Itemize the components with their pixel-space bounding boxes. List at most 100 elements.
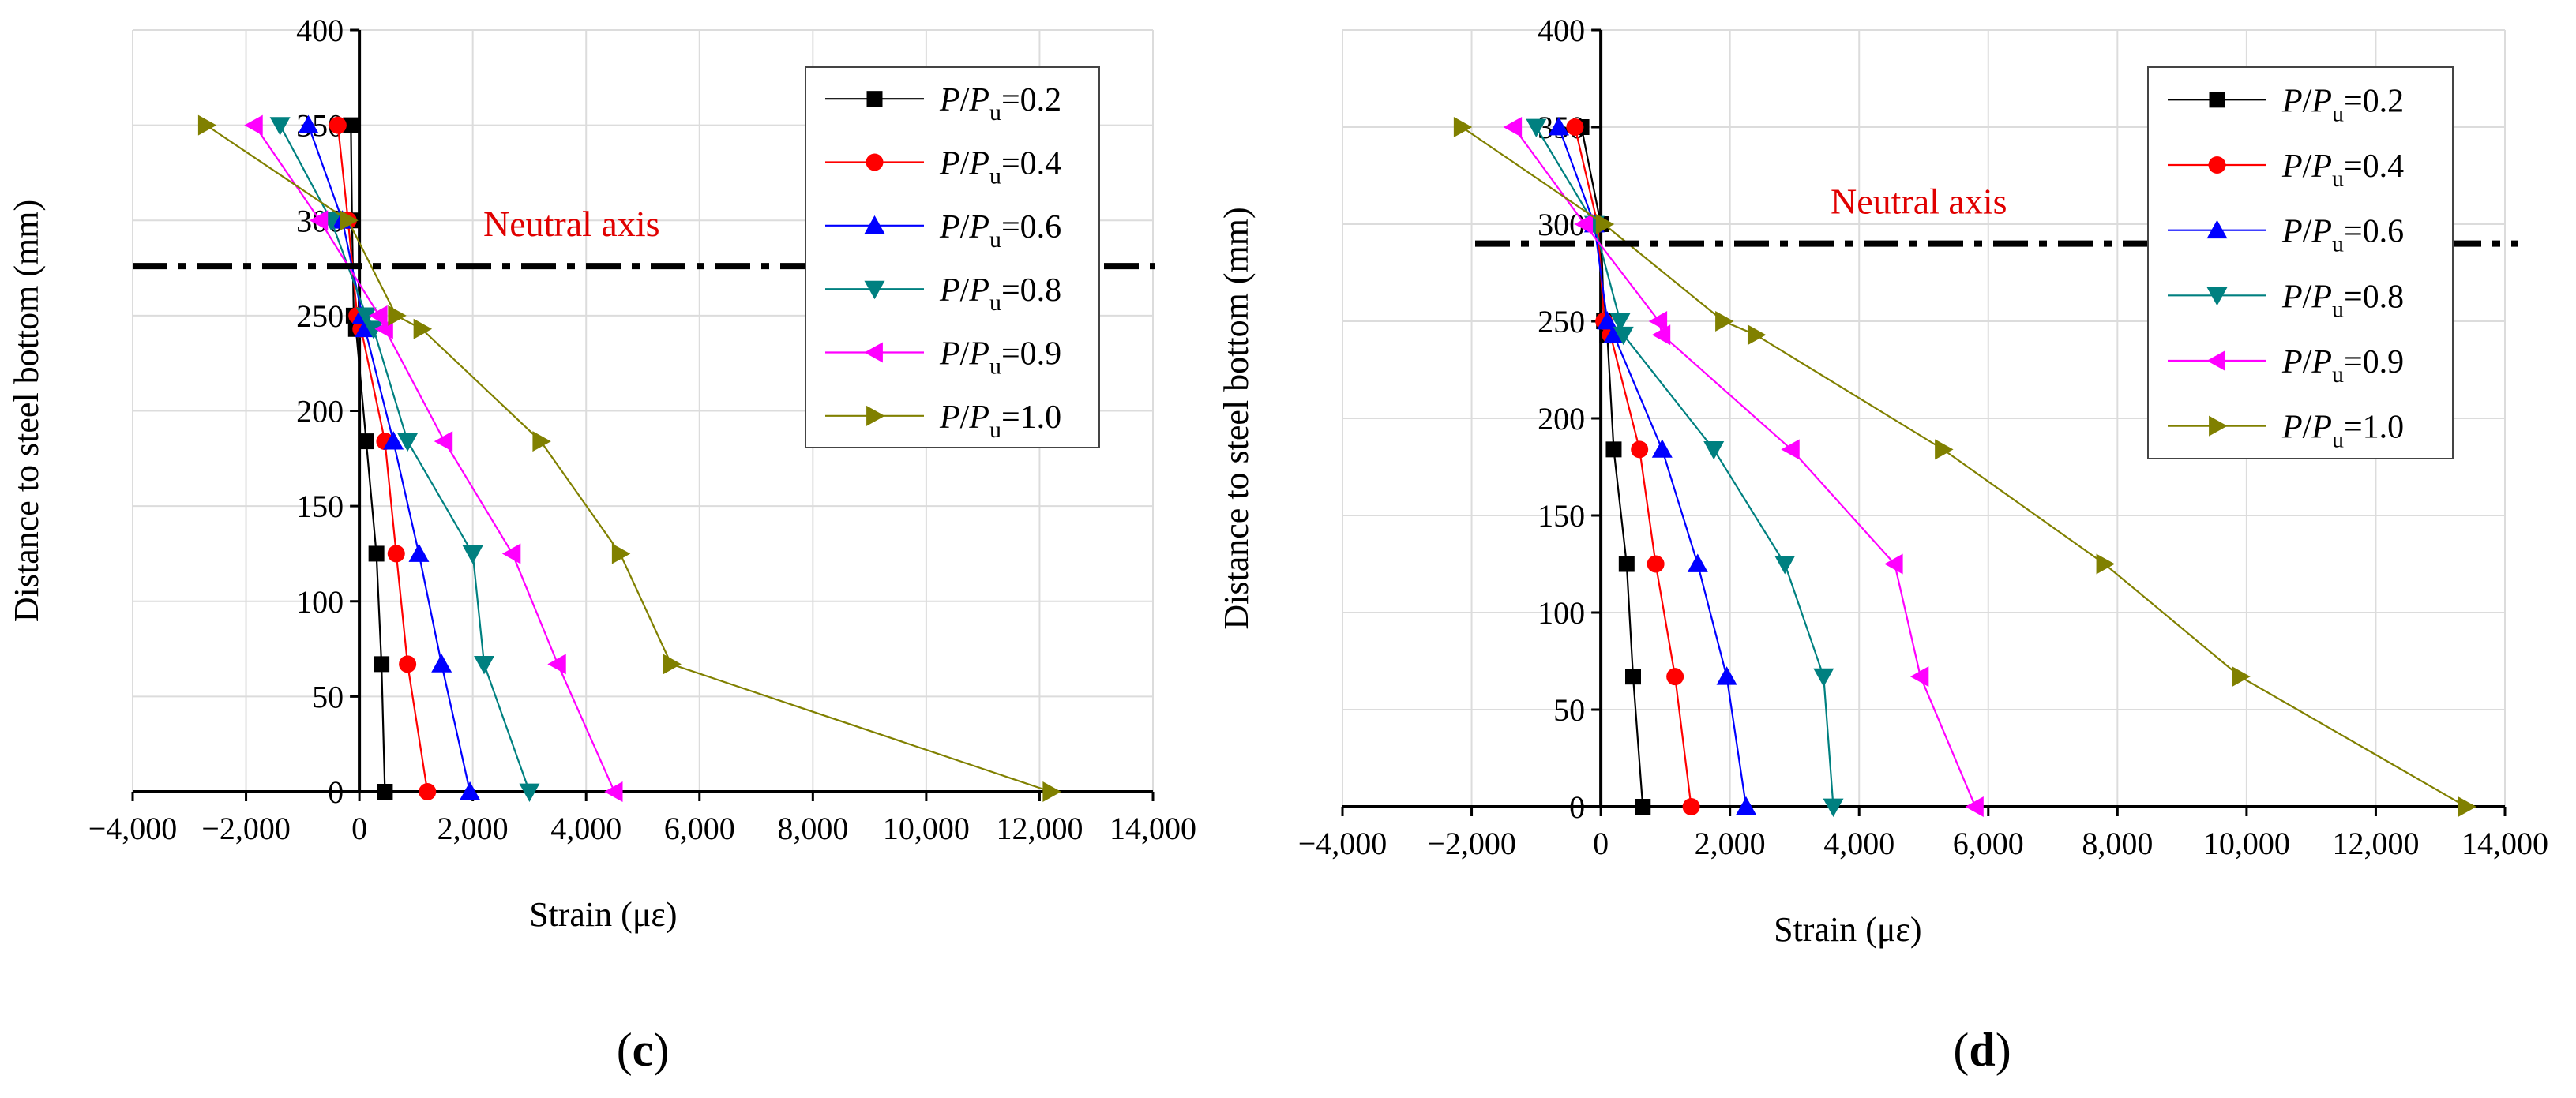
data-point bbox=[1603, 324, 1624, 343]
legend-label-slash: / bbox=[960, 209, 970, 245]
legend-label: P/Pu=1.0 bbox=[939, 399, 1061, 443]
data-point bbox=[1635, 799, 1651, 815]
legend-label-value: =1.0 bbox=[1001, 399, 1061, 436]
legend-box bbox=[805, 66, 1100, 448]
legend-marker bbox=[2209, 415, 2228, 437]
y-tick-label: 0 bbox=[328, 774, 344, 810]
y-tick-label: 100 bbox=[296, 584, 344, 620]
series-line bbox=[350, 125, 386, 793]
data-point bbox=[1605, 441, 1622, 458]
y-tick-label: 200 bbox=[1538, 401, 1585, 437]
legend-label-slash: / bbox=[2303, 344, 2312, 380]
data-point bbox=[397, 433, 419, 452]
x-tick-label: 10,000 bbox=[883, 811, 970, 846]
legend-label-value: =0.6 bbox=[1001, 209, 1061, 245]
legend-label-slash: / bbox=[960, 82, 970, 118]
legend-marker bbox=[866, 153, 884, 171]
legend-label-value: =0.4 bbox=[2344, 148, 2404, 185]
legend-label-p: P bbox=[939, 272, 960, 309]
neutral-axis-label: Neutral axis bbox=[483, 204, 660, 244]
x-tick-label: 8,000 bbox=[2082, 826, 2153, 861]
legend-label-sub: u bbox=[2332, 166, 2344, 192]
legend-label-value: =0.2 bbox=[1001, 82, 1061, 118]
x-tick-label: 14,000 bbox=[2461, 826, 2548, 861]
y-tick-label: 250 bbox=[296, 298, 344, 334]
legend-label-sub: u bbox=[989, 417, 1001, 443]
series-line bbox=[1461, 126, 2467, 808]
legend-label-p: P bbox=[2281, 344, 2303, 380]
series-p-pu-0-6 bbox=[298, 114, 481, 800]
legend-label-sub: u bbox=[989, 354, 1001, 380]
data-point bbox=[408, 543, 430, 562]
data-point bbox=[1574, 214, 1594, 234]
x-tick-label: 0 bbox=[351, 811, 367, 846]
legend-label-value: =0.9 bbox=[2344, 344, 2404, 380]
legend-label: P/Pu=0.8 bbox=[939, 272, 1061, 316]
panel-label-close: ) bbox=[653, 1024, 669, 1076]
data-point bbox=[374, 656, 390, 673]
legend-label: P/Pu=0.8 bbox=[2281, 279, 2404, 322]
data-point bbox=[419, 783, 437, 800]
data-point bbox=[1647, 555, 1665, 573]
legend-label-value: =0.9 bbox=[1001, 336, 1061, 373]
legend-marker bbox=[2206, 287, 2228, 306]
x-axis-title: Strain (με) bbox=[1774, 910, 1921, 949]
data-point bbox=[474, 655, 495, 675]
y-tick-label: 100 bbox=[1538, 595, 1585, 631]
series-line bbox=[336, 125, 429, 793]
legend-label: P/Pu=0.6 bbox=[939, 209, 1061, 253]
legend-label-sub: u bbox=[2332, 231, 2344, 257]
series-line bbox=[205, 124, 1052, 793]
data-point bbox=[1609, 313, 1631, 332]
legend-label-sub: u bbox=[989, 227, 1001, 253]
legend-label-slash: / bbox=[960, 146, 970, 182]
legend-marker bbox=[864, 342, 883, 363]
data-point bbox=[383, 431, 404, 450]
legend-label-slash: / bbox=[2303, 148, 2312, 185]
data-point bbox=[1716, 666, 1737, 685]
data-point bbox=[387, 545, 405, 563]
series-p-pu-0-9 bbox=[1503, 117, 1984, 817]
legend-marker bbox=[2206, 350, 2225, 371]
data-point bbox=[358, 433, 374, 450]
data-point bbox=[611, 543, 631, 564]
data-point bbox=[604, 781, 623, 802]
series-p-pu-0-8 bbox=[1526, 118, 1844, 817]
data-point bbox=[343, 117, 359, 133]
data-point bbox=[298, 114, 319, 134]
legend-label-p: P bbox=[939, 336, 960, 373]
data-point bbox=[1687, 553, 1708, 572]
data-point bbox=[377, 784, 393, 800]
legend-label-p2: P bbox=[2311, 279, 2332, 315]
data-point bbox=[1625, 669, 1641, 685]
data-point bbox=[1526, 118, 1547, 137]
data-point bbox=[1935, 439, 1954, 460]
data-point bbox=[1884, 553, 1903, 575]
y-tick-label: 50 bbox=[1553, 692, 1585, 728]
data-point bbox=[1503, 117, 1523, 137]
data-point bbox=[355, 307, 377, 326]
legend-label-p: P bbox=[939, 146, 960, 182]
data-point bbox=[1813, 668, 1834, 688]
data-point bbox=[532, 431, 551, 452]
x-tick-label: −4,000 bbox=[1298, 826, 1388, 861]
y-axis-title: Distance to steel bottom (mm) bbox=[1217, 207, 1256, 629]
data-point bbox=[413, 318, 433, 339]
x-tick-label: 10,000 bbox=[2203, 826, 2290, 861]
legend-label-p2: P bbox=[2311, 344, 2332, 380]
data-point bbox=[1648, 311, 1668, 332]
y-tick-label: 150 bbox=[296, 489, 344, 524]
legend-label-sub: u bbox=[2332, 427, 2344, 453]
legend-marker bbox=[864, 215, 885, 234]
data-point bbox=[1666, 668, 1684, 686]
data-point bbox=[244, 114, 263, 136]
legend-label-p2: P bbox=[968, 82, 989, 118]
legend-marker bbox=[2208, 156, 2226, 174]
series-line bbox=[1580, 126, 1644, 808]
legend-label-sub: u bbox=[989, 99, 1001, 126]
data-point bbox=[1774, 556, 1796, 575]
data-point bbox=[269, 117, 291, 136]
x-tick-label: −2,000 bbox=[1427, 826, 1516, 861]
legend-label: P/Pu=0.2 bbox=[939, 82, 1061, 126]
legend-label-value: =0.8 bbox=[2344, 279, 2404, 315]
